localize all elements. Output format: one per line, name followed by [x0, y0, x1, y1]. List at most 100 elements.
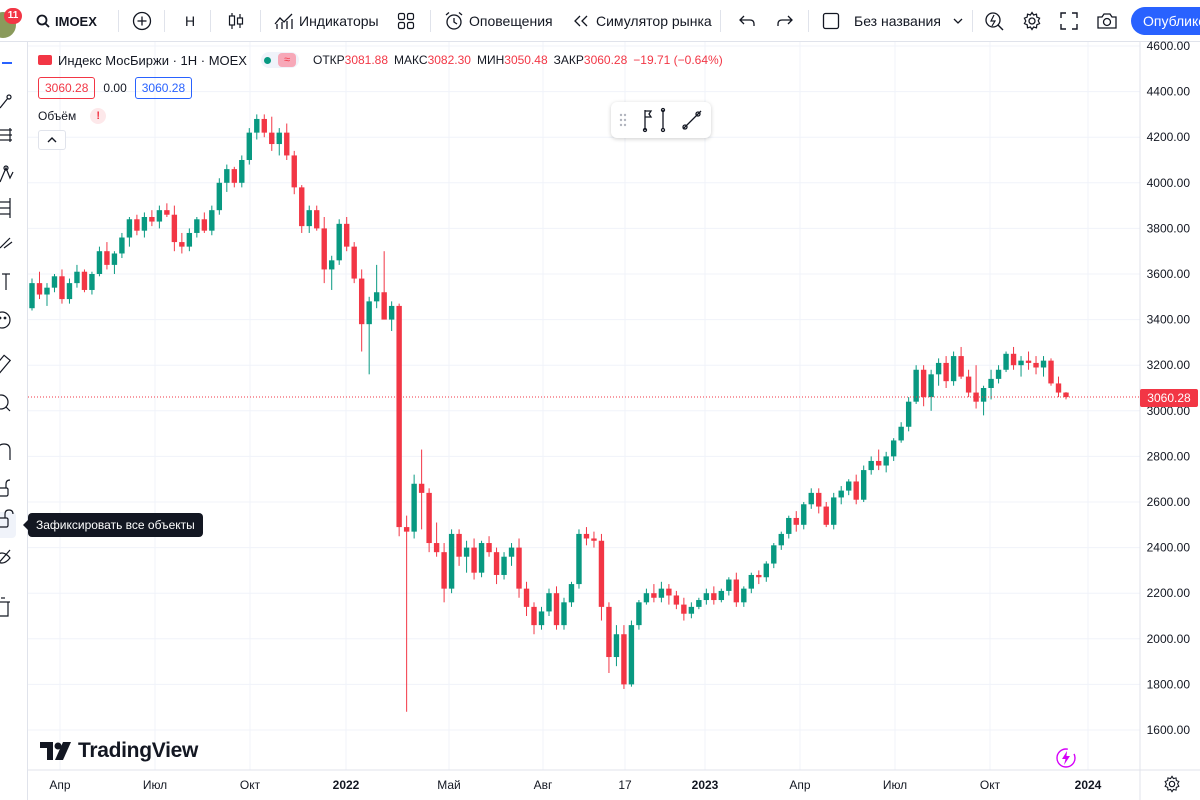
volume-legend[interactable]: Объём !	[38, 107, 107, 125]
candle	[771, 543, 777, 569]
candle	[853, 474, 859, 505]
time-tick-label: 2022	[333, 778, 360, 792]
candle	[816, 488, 822, 514]
brush-tool-icon[interactable]	[0, 237, 13, 249]
symbol-search-button[interactable]: IMOEX	[36, 0, 97, 42]
snapshot-button[interactable]	[1096, 0, 1118, 42]
ruler-tool-icon[interactable]	[0, 354, 12, 374]
templates-button[interactable]	[397, 0, 415, 42]
time-tick-label: 2024	[1075, 778, 1102, 792]
high-value: 3082.30	[427, 53, 471, 67]
candle	[501, 552, 507, 580]
hide-tool-icon[interactable]	[0, 549, 11, 566]
redo-button[interactable]	[776, 0, 794, 42]
replay-button[interactable]: Симулятор рынка	[572, 0, 712, 42]
market-status[interactable]: ≈	[260, 52, 299, 68]
indicators-button[interactable]: Индикаторы	[274, 0, 379, 42]
candle	[478, 540, 485, 578]
candle	[748, 572, 755, 594]
warning-icon[interactable]: !	[90, 108, 107, 124]
candle	[1018, 356, 1024, 377]
candle	[516, 538, 522, 598]
candle	[231, 166, 238, 188]
magnet-tool-icon[interactable]	[0, 443, 11, 460]
low-value: 3050.48	[504, 53, 548, 67]
trend-line-icon[interactable]	[682, 110, 702, 130]
layout-menu-button[interactable]: Без названия	[822, 0, 963, 42]
toolbar-separator	[972, 10, 973, 32]
notifications-badge: 11	[4, 8, 22, 24]
price-tick-label: 3200.00	[1147, 358, 1191, 372]
time-tick-label: Авг	[534, 778, 553, 792]
price-axis[interactable]: 4600.00 4400.00 4200.00 4000.00 3800.00 3600.…	[1147, 39, 1191, 737]
text-tool-icon[interactable]	[2, 273, 10, 290]
gear-icon	[1164, 775, 1180, 793]
candle	[823, 502, 829, 528]
candle	[1048, 358, 1054, 386]
emoji-tool-icon[interactable]	[0, 311, 11, 329]
candle	[358, 269, 365, 352]
trash-icon[interactable]	[0, 597, 10, 617]
axis-settings-button[interactable]	[1163, 775, 1181, 793]
gear-icon	[1023, 11, 1041, 31]
interval-button[interactable]: Н	[185, 0, 195, 42]
flag-marker-icon[interactable]	[642, 107, 666, 133]
candle	[726, 577, 732, 596]
lock-tool-icon[interactable]	[0, 509, 14, 528]
floating-drawing-toolbar[interactable]	[611, 102, 711, 138]
candle	[703, 588, 710, 605]
price-tick-label: 2600.00	[1147, 495, 1191, 509]
floating-toolbar-icons	[619, 107, 702, 133]
publish-button[interactable]: Опубликовать	[1131, 7, 1200, 35]
buy-price-box[interactable]: 3060.28	[134, 77, 193, 99]
candle	[44, 283, 50, 306]
lightning-icon[interactable]	[1055, 747, 1077, 769]
pattern-tool-icon[interactable]	[0, 165, 14, 183]
candle	[291, 150, 297, 195]
tradingview-logo[interactable]: TradingView	[40, 738, 198, 764]
collapse-legend-button[interactable]	[38, 130, 66, 150]
candle	[74, 264, 80, 288]
toolbar-separator	[430, 10, 431, 32]
zoom-tool-icon[interactable]	[0, 394, 11, 412]
fib-tool-icon[interactable]	[0, 128, 12, 142]
candle	[179, 232, 185, 254]
candle	[711, 586, 717, 605]
undo-button[interactable]	[738, 0, 756, 42]
square-icon	[822, 12, 840, 30]
candle	[733, 572, 740, 607]
candles-icon	[228, 13, 244, 29]
trend-line-tool-icon[interactable]	[0, 94, 12, 109]
candle	[59, 269, 65, 304]
candle	[905, 397, 912, 432]
candle	[651, 584, 657, 603]
candle	[366, 296, 372, 375]
last-price-tag: 3060.28	[1140, 389, 1198, 407]
candle	[66, 278, 73, 304]
stay-in-drawing-tool-icon[interactable]	[0, 479, 11, 497]
drag-handle-icon[interactable]	[619, 113, 627, 127]
lock-objects-tooltip: Зафиксировать все объекты	[23, 513, 203, 537]
fullscreen-button[interactable]	[1060, 0, 1078, 42]
alerts-button[interactable]: Оповещения	[444, 0, 553, 42]
time-axis[interactable]: Апр Июл Окт 2022 Май Авг 17 2023 Апр Июл Окт 2024	[49, 778, 1101, 792]
candle	[343, 217, 350, 252]
candle	[411, 474, 417, 539]
candle	[598, 533, 605, 621]
candle	[194, 217, 200, 238]
candle	[965, 369, 972, 398]
forecast-tool-icon[interactable]	[0, 198, 11, 218]
quick-search-button[interactable]	[984, 0, 1004, 42]
settings-button[interactable]	[1022, 0, 1042, 42]
candle	[336, 219, 342, 265]
compare-symbol-button[interactable]	[132, 0, 152, 42]
candle	[1040, 356, 1047, 377]
candle	[426, 488, 432, 553]
price-tick-label: 3800.00	[1147, 221, 1191, 235]
chart-type-button[interactable]	[227, 0, 245, 42]
user-menu[interactable]: 11	[0, 6, 22, 38]
candle	[778, 531, 784, 550]
series-legend[interactable]: Индекс МосБиржи · 1Н · MOEX ≈ ОТКР 3081.…	[38, 50, 729, 70]
sell-price-box[interactable]: 3060.28	[38, 77, 96, 99]
